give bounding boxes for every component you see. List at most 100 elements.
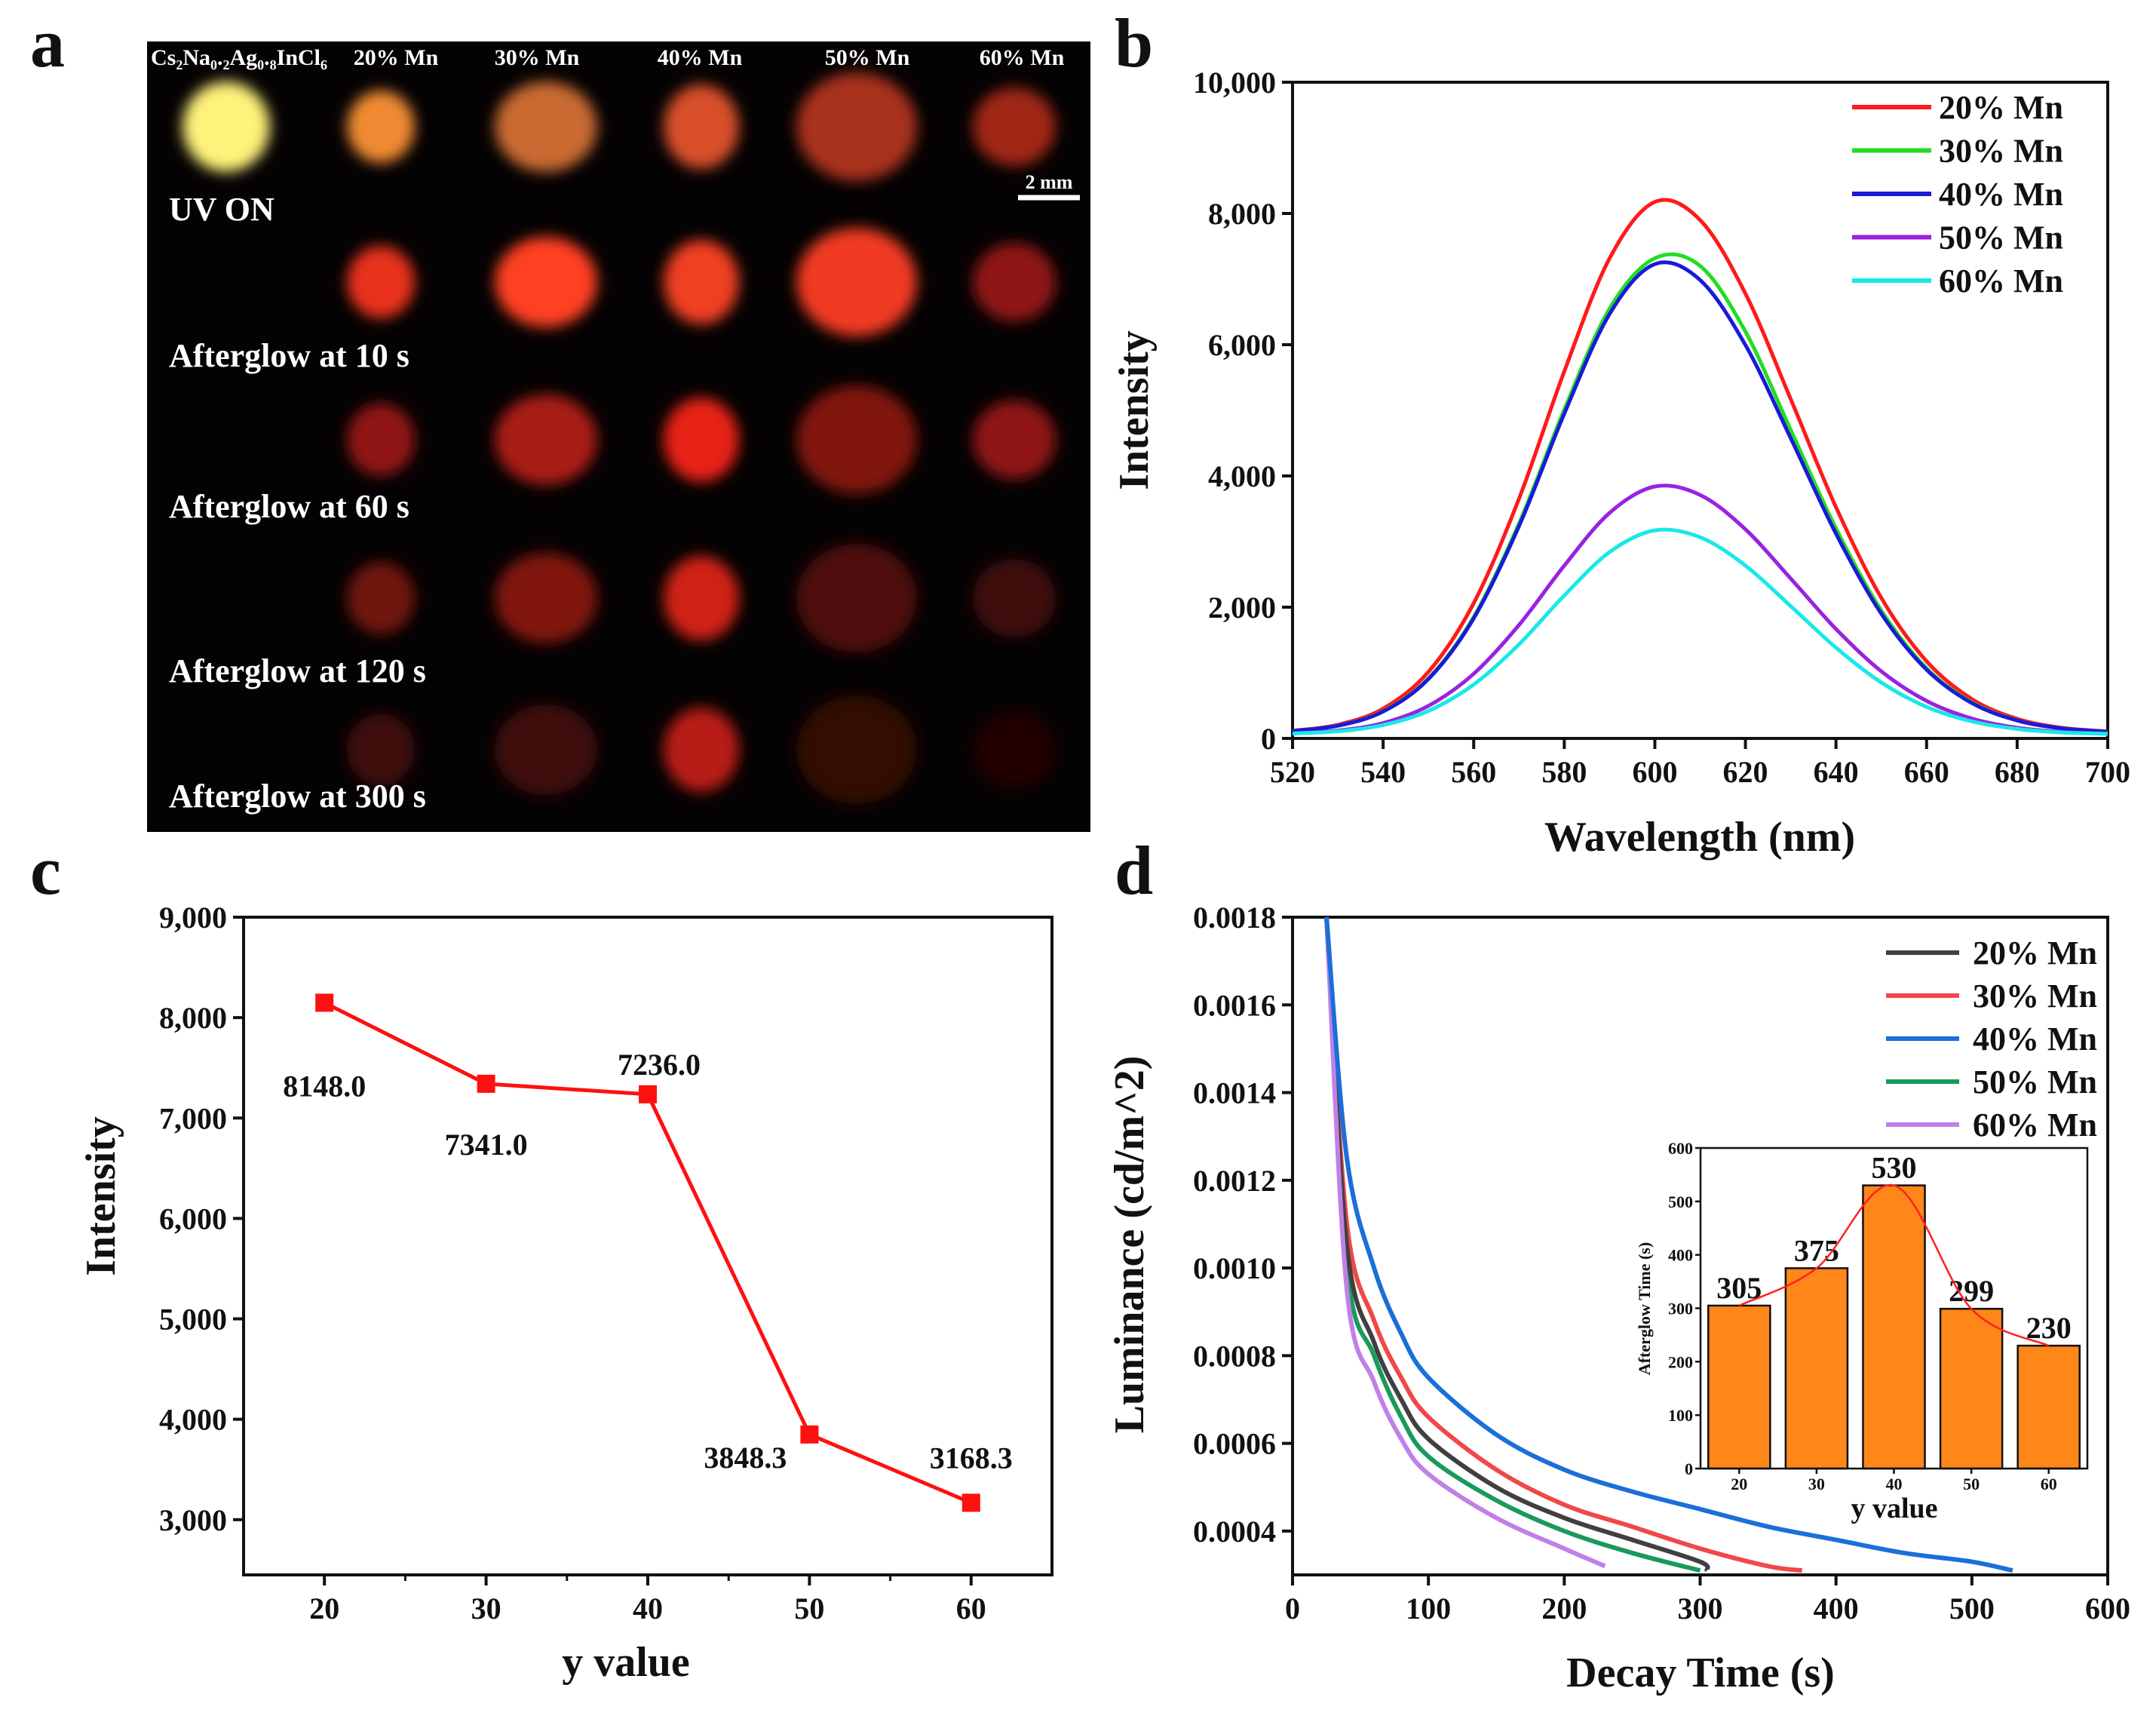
legend-label: 20% Mn [1973, 935, 2097, 971]
x-axis-label: y value [562, 1639, 690, 1686]
y-tick-label: 0.0010 [1193, 1251, 1276, 1285]
x-tick-label: 680 [1995, 755, 2040, 789]
panel-labels: a b c d [30, 5, 1153, 909]
column-header: 50% Mn [825, 45, 910, 70]
bar [2016, 1344, 2081, 1470]
y-tick-label: 400 [1668, 1246, 1693, 1265]
x-tick-label: 400 [1814, 1591, 1859, 1625]
scale-bar-label: 2 mm [1026, 171, 1073, 193]
sample-glow [347, 404, 415, 476]
bar [1862, 1184, 1926, 1470]
y-tick-label: 5,000 [159, 1303, 227, 1337]
panel-c-intensity-vs-y: 20 30 40 50 60 3,000 4,000 5,000 6,000 7,000 8,000… [78, 901, 1053, 1686]
legend-label: 40% Mn [1939, 176, 2063, 213]
y-tick-label: 8,000 [1208, 197, 1276, 231]
y-tick-label: 0.0004 [1193, 1515, 1276, 1549]
column-header: 20% Mn [354, 45, 439, 70]
row-label: Afterglow at 10 s [169, 337, 409, 374]
data-point [639, 1085, 657, 1103]
inset-y-axis-label: Afterglow Time (s) [1635, 1242, 1654, 1375]
panel-label-c: c [30, 832, 61, 909]
sample-glow [796, 695, 917, 804]
data-point [477, 1074, 495, 1093]
data-point [961, 1493, 980, 1512]
y-tick-label: 100 [1668, 1406, 1693, 1425]
sample-glow [973, 401, 1056, 479]
y-tick-label: 6,000 [1208, 328, 1276, 362]
bar-value-label: 530 [1872, 1151, 1917, 1185]
x-tick-label: 20 [309, 1591, 339, 1625]
legend-label: 50% Mn [1939, 219, 2063, 256]
column-header: 40% Mn [658, 45, 743, 70]
row-label: UV ON [169, 191, 274, 228]
x-tick-label: 640 [1814, 755, 1859, 789]
sample-glow [796, 228, 917, 336]
sample-glow [495, 704, 597, 795]
row-label: Afterglow at 120 s [169, 652, 426, 689]
series-line-50Mn [1292, 483, 2108, 736]
sample-glow [347, 714, 415, 786]
legend-label: 50% Mn [1973, 1064, 2097, 1100]
inset-x-axis-label: y value [1851, 1493, 1937, 1524]
legend-label: 30% Mn [1973, 978, 2097, 1014]
x-tick-label: 560 [1451, 755, 1496, 789]
x-axis-label: Wavelength (nm) [1544, 814, 1855, 861]
legend-label: 60% Mn [1939, 262, 2063, 299]
y-tick-label: 0.0012 [1193, 1164, 1276, 1198]
data-label: 7236.0 [618, 1048, 701, 1082]
sample-glow [664, 240, 739, 324]
sample-glow [347, 91, 415, 163]
y-tick-label: 600 [1668, 1139, 1693, 1158]
y-tick-label: 2,000 [1208, 591, 1276, 625]
fit-curve [1738, 1183, 2050, 1347]
row-label: Afterglow at 300 s [169, 778, 426, 815]
sample-glow [973, 87, 1056, 166]
x-tick-label: 620 [1723, 755, 1768, 789]
x-tick-label: 20 [1731, 1475, 1747, 1493]
photo-background [147, 41, 1090, 832]
column-header: 30% Mn [495, 45, 580, 70]
panel-b-emission-spectra: 520 540 560 580 600 620 640 660 680 700 0 2,000 4,00… [1111, 66, 2130, 861]
data-point [315, 993, 334, 1012]
panel-label-d: d [1115, 832, 1153, 909]
x-tick-label: 600 [1632, 755, 1677, 789]
y-axis-label: Intensity [1111, 330, 1158, 490]
series-line-20Mn [1292, 198, 2108, 734]
x-tick-label: 300 [1678, 1591, 1723, 1625]
x-tick-label: 200 [1541, 1591, 1587, 1625]
bar-value-label: 230 [2026, 1311, 2072, 1345]
row-label: Afterglow at 60 s [169, 488, 409, 525]
x-tick-label: 600 [2085, 1591, 2130, 1625]
sample-glow [664, 556, 739, 640]
x-tick-label: 40 [633, 1591, 663, 1625]
sample-glow [495, 553, 597, 643]
column-header: 60% Mn [980, 45, 1065, 70]
x-axis-label: Decay Time (s) [1566, 1650, 1835, 1696]
y-axis-label: Luminance (cd/m^2) [1106, 1056, 1153, 1434]
y-tick-label: 9,000 [159, 901, 227, 935]
sample-glow [347, 562, 415, 634]
sample-glow [495, 394, 597, 485]
legend-label: 60% Mn [1973, 1107, 2097, 1143]
panel-label-a: a [30, 5, 65, 81]
sample-glow [796, 72, 917, 181]
x-tick-label: 660 [1904, 755, 1949, 789]
y-tick-label: 0 [1685, 1459, 1693, 1478]
data-label: 7341.0 [445, 1128, 528, 1162]
x-tick-label: 30 [1808, 1475, 1825, 1493]
data-point [800, 1425, 819, 1444]
y-axis-label: Intensity [78, 1116, 124, 1276]
sample-glow [495, 81, 597, 172]
x-tick-label: 0 [1285, 1591, 1300, 1625]
sample-glow [664, 707, 739, 792]
sample-glow [664, 397, 739, 482]
y-tick-label: 300 [1668, 1300, 1693, 1318]
sample-glow [182, 81, 270, 172]
decay-curve-20Mn [1324, 916, 1710, 1573]
x-tick-label: 50 [794, 1591, 824, 1625]
panel-a-photo: Cs₂Na₀.₂Ag₀.₈InCl₆ 20% Mn 30% Mn 40% Mn 50% … [147, 41, 1090, 832]
bar-value-label: 299 [1949, 1274, 1994, 1308]
legend-label: 20% Mn [1939, 89, 2063, 126]
